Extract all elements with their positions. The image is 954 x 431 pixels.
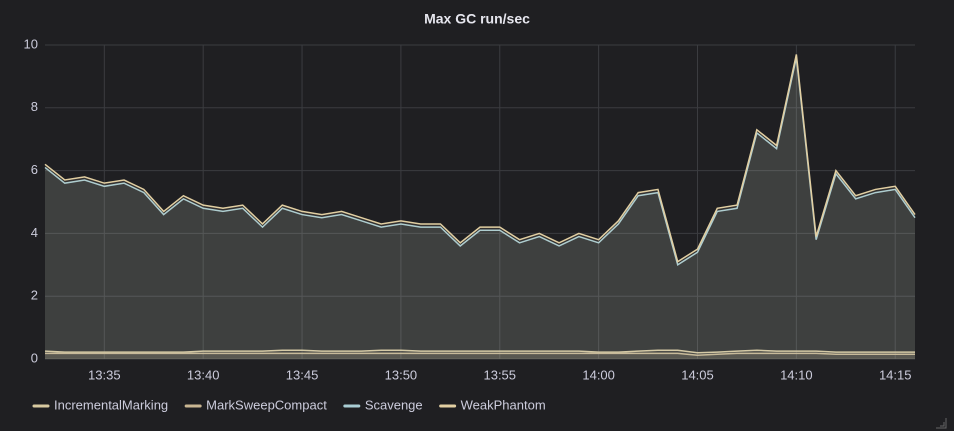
legend-label: WeakPhantom — [461, 397, 546, 412]
x-tick-label: 14:05 — [681, 367, 714, 382]
y-tick-label: 10 — [24, 36, 38, 51]
x-tick-label: 14:00 — [582, 367, 615, 382]
legend-item: Scavenge — [343, 397, 423, 412]
series-area — [45, 353, 915, 359]
y-tick-label: 0 — [31, 350, 38, 365]
series-line — [45, 352, 915, 356]
legend-label: IncrementalMarking — [54, 397, 168, 412]
x-tick-label: 13:35 — [88, 367, 121, 382]
series-area — [45, 350, 915, 359]
series-line — [44, 349, 915, 354]
x-tick-label: 14:10 — [780, 367, 813, 382]
x-tick-label: 13:40 — [187, 367, 220, 382]
legend-label: MarkSweepCompact — [206, 397, 327, 412]
x-tick-label: 13:55 — [483, 367, 516, 382]
x-tick-label: 14:15 — [879, 367, 912, 382]
legend-item: MarkSweepCompact — [184, 397, 327, 412]
legend-item: WeakPhantom — [439, 397, 546, 412]
chart-title: Max GC run/sec — [424, 11, 530, 27]
series-area — [45, 57, 915, 360]
series-line — [44, 54, 916, 263]
y-tick-label: 4 — [31, 225, 38, 240]
x-tick-label: 13:50 — [385, 367, 418, 382]
series-line — [44, 57, 916, 266]
y-tick-label: 2 — [31, 288, 38, 303]
y-tick-label: 8 — [31, 99, 38, 114]
legend-item: IncrementalMarking — [32, 397, 168, 412]
legend-label: Scavenge — [365, 397, 423, 412]
resize-handle[interactable] — [936, 418, 947, 429]
x-tick-label: 13:45 — [286, 367, 319, 382]
series-area — [45, 54, 915, 360]
y-tick-label: 6 — [31, 162, 38, 177]
